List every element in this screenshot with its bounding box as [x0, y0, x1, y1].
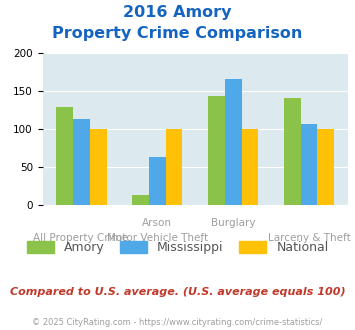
- Bar: [132, 195, 149, 205]
- Text: Burglary: Burglary: [211, 218, 256, 228]
- Text: Arson: Arson: [142, 218, 172, 228]
- Bar: [56, 107, 73, 205]
- Bar: [90, 129, 106, 205]
- Text: Motor Vehicle Theft: Motor Vehicle Theft: [106, 233, 208, 243]
- Bar: [225, 79, 241, 205]
- Bar: [301, 124, 317, 205]
- Text: Property Crime Comparison: Property Crime Comparison: [52, 26, 303, 41]
- Bar: [241, 129, 258, 205]
- Text: 2016 Amory: 2016 Amory: [123, 5, 232, 20]
- Bar: [208, 96, 225, 205]
- Bar: [166, 129, 182, 205]
- Bar: [284, 98, 301, 205]
- Bar: [73, 119, 90, 205]
- Text: Larceny & Theft: Larceny & Theft: [268, 233, 351, 243]
- Bar: [317, 129, 334, 205]
- Text: Compared to U.S. average. (U.S. average equals 100): Compared to U.S. average. (U.S. average …: [10, 287, 345, 297]
- Text: All Property Crime: All Property Crime: [33, 233, 128, 243]
- Text: © 2025 CityRating.com - https://www.cityrating.com/crime-statistics/: © 2025 CityRating.com - https://www.city…: [32, 318, 323, 327]
- Legend: Amory, Mississippi, National: Amory, Mississippi, National: [22, 236, 333, 259]
- Bar: [149, 157, 166, 205]
